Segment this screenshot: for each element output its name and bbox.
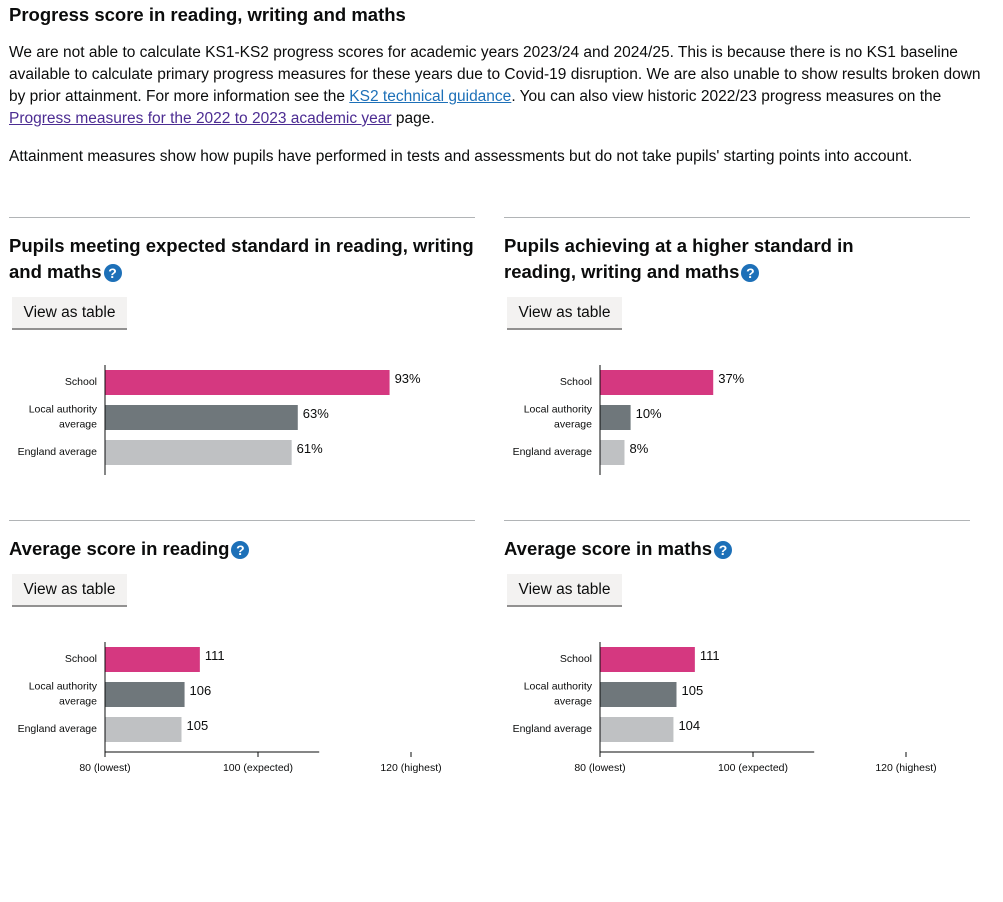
value-label-school: 111 xyxy=(700,648,720,663)
panel-title: Pupils meeting expected standard in read… xyxy=(9,233,479,285)
bar-local-authority xyxy=(105,405,298,430)
value-label-england: 8% xyxy=(629,441,648,456)
bar-england xyxy=(105,440,292,465)
panel-title-text: Average score in maths xyxy=(504,538,713,559)
view-as-table-button[interactable]: View as table xyxy=(12,297,127,330)
category-label-local-authority: Local authority average xyxy=(29,404,98,431)
category-label-local-authority: Local authority average xyxy=(524,681,593,708)
ks2-technical-guidance-link[interactable]: KS2 technical guidance xyxy=(349,88,512,105)
panel-title-text: Pupils achieving at a higher standard in… xyxy=(504,235,854,282)
value-label-local-authority: 106 xyxy=(190,683,212,698)
value-label-local-authority: 63% xyxy=(303,406,329,421)
x-tick-label: 100 (expected) xyxy=(223,762,293,774)
category-label-school: School xyxy=(560,653,592,665)
category-label-school: School xyxy=(65,653,97,665)
bar-local-authority xyxy=(600,405,631,430)
intro-text-part: We are not able to calculate KS1-KS2 pro… xyxy=(9,44,981,105)
category-label-england: England average xyxy=(18,446,98,458)
question-circle-icon[interactable]: ? xyxy=(741,264,760,282)
divider xyxy=(504,520,970,521)
panel-title: Average score in reading? xyxy=(9,536,479,562)
value-label-local-authority: 105 xyxy=(682,683,704,698)
category-label-england: England average xyxy=(18,723,98,735)
chart-average-reading: 111 School 106 Local authority average 105 Eng… xyxy=(18,642,442,774)
question-circle-icon[interactable]: ? xyxy=(714,541,733,559)
category-label-local-authority: Local authority average xyxy=(524,404,593,431)
category-label-england: England average xyxy=(513,723,593,735)
x-tick-label: 120 (highest) xyxy=(875,762,936,774)
question-circle-icon[interactable]: ? xyxy=(103,264,122,282)
category-label-school: School xyxy=(560,376,592,388)
bar-school xyxy=(600,370,714,395)
bar-school xyxy=(600,647,695,672)
bar-local-authority xyxy=(105,682,185,707)
chart-higher-standard: 37% School 10% Local authority average 8% Engl… xyxy=(513,365,745,475)
section-title: Progress score in reading, writing and m… xyxy=(9,4,406,25)
panel-title-text: Pupils meeting expected standard in read… xyxy=(9,235,474,282)
category-label-england: England average xyxy=(513,446,593,458)
bar-school xyxy=(105,370,390,395)
x-tick-label: 100 (expected) xyxy=(718,762,788,774)
divider xyxy=(9,520,475,521)
x-tick-label: 120 (highest) xyxy=(380,762,441,774)
value-label-england: 104 xyxy=(678,718,700,733)
panel-title: Average score in maths? xyxy=(504,536,974,562)
bar-england xyxy=(600,440,625,465)
category-label-school: School xyxy=(65,376,97,388)
chart-expected-standard: 93% School 63% Local authority average 61% Eng… xyxy=(18,365,421,475)
panel-title-text: Average score in reading xyxy=(9,538,230,559)
x-tick-label: 80 (lowest) xyxy=(79,762,130,774)
value-label-england: 105 xyxy=(187,718,209,733)
value-label-school: 37% xyxy=(718,371,744,386)
intro-text-part: page. xyxy=(391,110,435,127)
view-as-table-button[interactable]: View as table xyxy=(507,574,622,607)
panel-title: Pupils achieving at a higher standard in… xyxy=(504,233,924,285)
intro-text-part: . You can also view historic 2022/23 pro… xyxy=(511,88,942,105)
x-tick-label: 80 (lowest) xyxy=(574,762,625,774)
bar-england xyxy=(600,717,674,742)
chart-average-maths: 111 School 105 Local authority average 104 Eng… xyxy=(513,642,937,774)
bar-england xyxy=(105,717,182,742)
category-label-local-authority: Local authority average xyxy=(29,681,98,708)
attainment-note: Attainment measures show how pupils have… xyxy=(9,148,913,165)
value-label-school: 93% xyxy=(395,371,421,386)
bar-local-authority xyxy=(600,682,677,707)
value-label-england: 61% xyxy=(297,441,323,456)
progress-intro-text: We are not able to calculate KS1-KS2 pro… xyxy=(9,42,984,130)
divider xyxy=(9,217,475,218)
bar-school xyxy=(105,647,200,672)
value-label-school: 111 xyxy=(205,648,225,663)
divider xyxy=(504,217,970,218)
progress-measures-2022-2023-link[interactable]: Progress measures for the 2022 to 2023 a… xyxy=(9,110,392,127)
question-circle-icon[interactable]: ? xyxy=(231,541,250,559)
view-as-table-button[interactable]: View as table xyxy=(12,574,127,607)
value-label-local-authority: 10% xyxy=(636,406,662,421)
view-as-table-button[interactable]: View as table xyxy=(507,297,622,330)
